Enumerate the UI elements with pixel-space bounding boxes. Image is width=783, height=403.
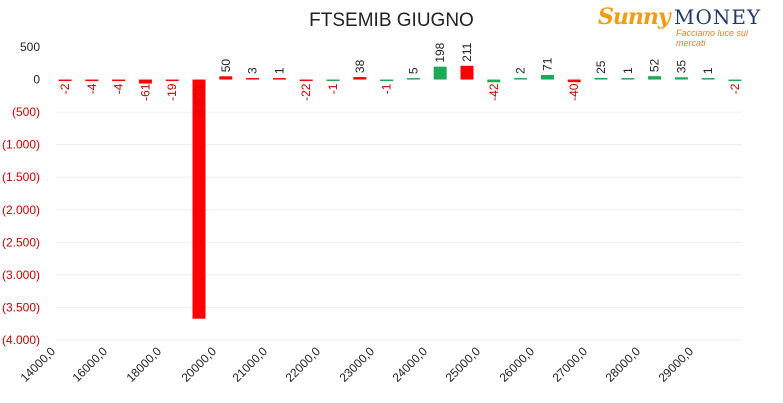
bar <box>380 79 394 82</box>
x-tick-label: 23000,0 <box>337 344 378 385</box>
data-label: -40 <box>567 83 581 101</box>
logo-tagline: Facciamo luce sui mercati <box>676 28 749 48</box>
x-tick-label: 27000,0 <box>550 344 591 385</box>
sunny-money-logo: Sunny MONEY Facciamo luce sui mercati <box>598 4 778 48</box>
data-label: 5 <box>406 67 420 74</box>
data-label: 50 <box>219 59 233 73</box>
data-label: 1 <box>701 67 715 74</box>
x-tick-label: 28000,0 <box>603 344 644 385</box>
bar <box>674 77 688 80</box>
x-tick-label: 25000,0 <box>443 344 484 385</box>
y-tick-label: (2.500) <box>2 235 40 249</box>
bar <box>540 74 554 80</box>
bar <box>85 79 99 82</box>
x-tick-label: 16000,0 <box>70 344 111 385</box>
bar <box>138 79 152 84</box>
data-label: 25 <box>594 60 608 74</box>
bar <box>326 79 340 82</box>
bar <box>58 79 72 82</box>
logo-money: MONEY <box>674 5 762 29</box>
data-label: -1 <box>326 83 340 94</box>
grid-lines <box>56 111 742 341</box>
data-label: 1 <box>272 67 286 74</box>
data-label: -42 <box>487 83 501 101</box>
data-label: 52 <box>648 58 662 72</box>
x-axis: 14000,0 16000,0 18000,0 20000,0 21000,0 22000… <box>18 344 697 385</box>
data-label: 38 <box>353 59 367 73</box>
bar <box>728 79 742 82</box>
y-tick-label: 0 <box>33 73 40 87</box>
bar <box>433 66 447 80</box>
bar <box>165 79 179 82</box>
data-label: 211 <box>460 42 474 61</box>
bars <box>58 65 742 319</box>
bar <box>112 79 126 82</box>
data-label: -1 <box>380 83 394 94</box>
bar <box>621 78 635 80</box>
y-tick-label: (4.000) <box>2 333 40 347</box>
bar <box>353 77 367 80</box>
y-tick-label: 500 <box>20 40 40 54</box>
bar <box>567 79 581 83</box>
bar <box>246 78 260 80</box>
data-label: 71 <box>540 57 554 71</box>
data-label: -4 <box>85 83 99 94</box>
bar <box>299 79 313 82</box>
bar <box>594 77 608 80</box>
x-tick-label: 29000,0 <box>656 344 697 385</box>
x-tick-label: 26000,0 <box>497 344 538 385</box>
bar <box>701 78 715 80</box>
data-label: -61 <box>138 83 152 101</box>
data-label: -2 <box>728 83 742 94</box>
data-label: -19 <box>165 83 179 101</box>
x-tick-label: 14000,0 <box>18 344 59 385</box>
y-axis: 500 0 (500) (1.000) (1.500) (2.000) (2.500) (3.… <box>2 40 40 347</box>
data-label: -2 <box>58 83 72 94</box>
y-tick-label: (1.000) <box>2 138 40 152</box>
bar <box>487 79 501 83</box>
data-label: 1 <box>621 67 635 74</box>
bar <box>219 76 233 80</box>
bar <box>514 78 528 80</box>
y-tick-label: (2.000) <box>2 203 40 217</box>
data-label: 2 <box>514 67 528 74</box>
chart-title: FTSEMIB GIUGNO <box>309 10 474 31</box>
data-label: -22 <box>299 83 313 101</box>
bar <box>406 78 420 80</box>
y-tick-label: (1.500) <box>2 170 40 184</box>
y-tick-label: (500) <box>12 105 40 119</box>
data-label: -3.673 <box>192 85 206 119</box>
bar <box>648 76 662 80</box>
bar <box>460 65 474 80</box>
x-tick-label: 24000,0 <box>390 344 431 385</box>
logo-sunny: Sunny <box>598 4 671 30</box>
y-tick-label: (3.500) <box>2 300 40 314</box>
bar <box>192 79 206 319</box>
x-tick-label: 22000,0 <box>283 344 324 385</box>
data-label: 198 <box>433 42 447 62</box>
x-tick-label: 18000,0 <box>124 344 165 385</box>
bar <box>272 78 286 80</box>
data-label: 35 <box>674 60 688 74</box>
data-label: 3 <box>246 67 260 74</box>
x-tick-label: 20000,0 <box>179 344 220 385</box>
data-label: -4 <box>112 83 126 94</box>
x-tick-label: 21000,0 <box>230 344 271 385</box>
y-tick-label: (3.000) <box>2 268 40 282</box>
